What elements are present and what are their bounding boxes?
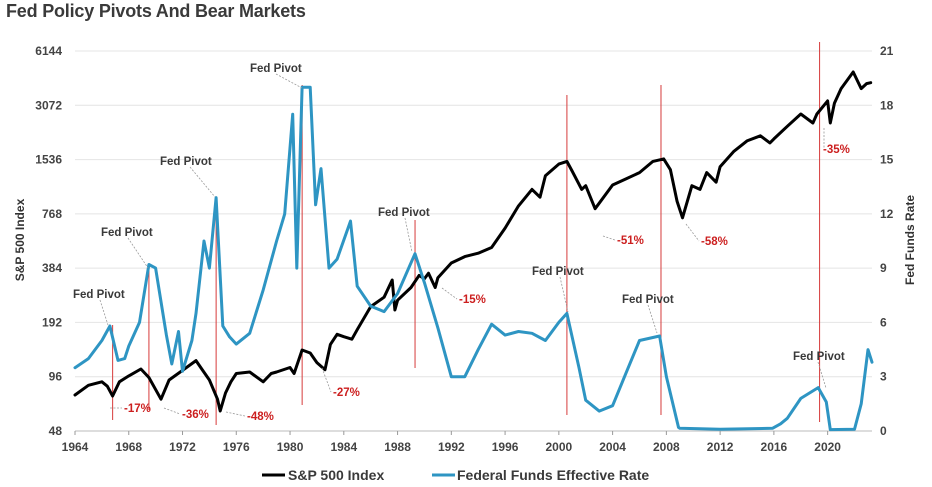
drawdown-label-2019: -35% — [823, 144, 850, 156]
legend-label-fed-funds: Federal Funds Effective Rate — [457, 467, 649, 483]
leader-line-13 — [602, 235, 616, 241]
right-axis-label: Fed Funds Rate — [903, 195, 917, 285]
x-tick-1972: 1972 — [169, 440, 196, 454]
drawdown-label-1966: -17% — [124, 403, 151, 415]
pivot-label-1974: Fed Pivot — [160, 156, 212, 168]
left-tick-384: 384 — [42, 261, 62, 275]
leader-lines — [99, 73, 827, 417]
leader-line-6 — [647, 304, 658, 334]
leader-line-0 — [99, 299, 109, 326]
x-tick-1996: 1996 — [492, 440, 519, 454]
left-tick-192: 192 — [42, 315, 62, 329]
x-tick-2016: 2016 — [761, 440, 788, 454]
x-tick-1992: 1992 — [438, 440, 465, 454]
leader-line-9 — [163, 407, 181, 415]
x-tick-2008: 2008 — [653, 440, 680, 454]
legend: S&P 500 Index Federal Funds Effective Ra… — [262, 467, 649, 483]
legend-label-sp500: S&P 500 Index — [288, 467, 384, 483]
left-tick-1536: 1536 — [35, 153, 62, 167]
right-tick-18: 18 — [880, 98, 894, 112]
pivot-label-1966: Fed Pivot — [73, 289, 125, 301]
x-tick-1980: 1980 — [277, 440, 304, 454]
x-tick-1988: 1988 — [384, 440, 411, 454]
drawdown-label-1974: -48% — [247, 411, 274, 423]
leader-line-3 — [275, 73, 303, 89]
drawdown-label-2000: -51% — [617, 235, 644, 247]
left-axis-label: S&P 500 Index — [13, 198, 27, 281]
right-tick-12: 12 — [880, 207, 894, 221]
leader-line-14 — [685, 223, 700, 242]
pivot-label-2019: Fed Pivot — [793, 351, 845, 363]
leader-line-4 — [404, 217, 413, 253]
left-tick-6144: 6144 — [35, 44, 62, 58]
series-line-sp500 — [73, 70, 873, 413]
pivot-label-1969: Fed Pivot — [101, 227, 153, 239]
right-tick-9: 9 — [880, 261, 887, 275]
left-tick-48: 48 — [49, 424, 63, 438]
x-tick-2020: 2020 — [814, 440, 841, 454]
right-tick-3: 3 — [880, 370, 887, 384]
tick-layer: 48 96 192 384 768 1536 3072 6144 0 3 6 9 12 15 18 21 196… — [35, 44, 893, 454]
series-line-fed-funds — [73, 85, 874, 432]
leader-line-11 — [321, 367, 332, 393]
right-tick-21: 21 — [880, 44, 894, 58]
pivot-label-2000: Fed Pivot — [532, 266, 584, 278]
x-tick-1964: 1964 — [62, 440, 89, 454]
series-layer — [73, 70, 874, 432]
left-tick-3072: 3072 — [35, 98, 62, 112]
left-tick-96: 96 — [49, 370, 63, 384]
x-tick-1968: 1968 — [115, 440, 142, 454]
pivot-label-2007: Fed Pivot — [622, 294, 674, 306]
pivot-label-1989: Fed Pivot — [378, 207, 430, 219]
right-tick-15: 15 — [880, 153, 894, 167]
leader-line-5 — [559, 276, 569, 313]
leader-line-1 — [127, 237, 149, 269]
pivot-lines — [112, 42, 821, 425]
leader-line-10 — [225, 411, 246, 417]
left-tick-768: 768 — [42, 207, 62, 221]
x-tick-1984: 1984 — [330, 440, 357, 454]
drawdown-label-2007: -58% — [701, 236, 728, 248]
x-tick-1976: 1976 — [223, 440, 250, 454]
x-tick-2004: 2004 — [599, 440, 626, 454]
leader-line-2 — [189, 166, 216, 198]
chart-title: Fed Policy Pivots And Bear Markets — [6, 1, 306, 21]
drawdown-label-1980: -27% — [333, 387, 360, 399]
drawdown-label-1969: -36% — [182, 409, 209, 421]
right-tick-0: 0 — [880, 424, 887, 438]
right-tick-6: 6 — [880, 315, 887, 329]
drawdown-label-1989: -15% — [459, 294, 486, 306]
leader-line-7 — [817, 361, 827, 389]
leader-line-12 — [441, 287, 458, 300]
x-tick-2012: 2012 — [707, 440, 734, 454]
pivot-label-1980: Fed Pivot — [250, 63, 302, 75]
gridlines — [75, 50, 872, 432]
x-tick-2000: 2000 — [545, 440, 572, 454]
